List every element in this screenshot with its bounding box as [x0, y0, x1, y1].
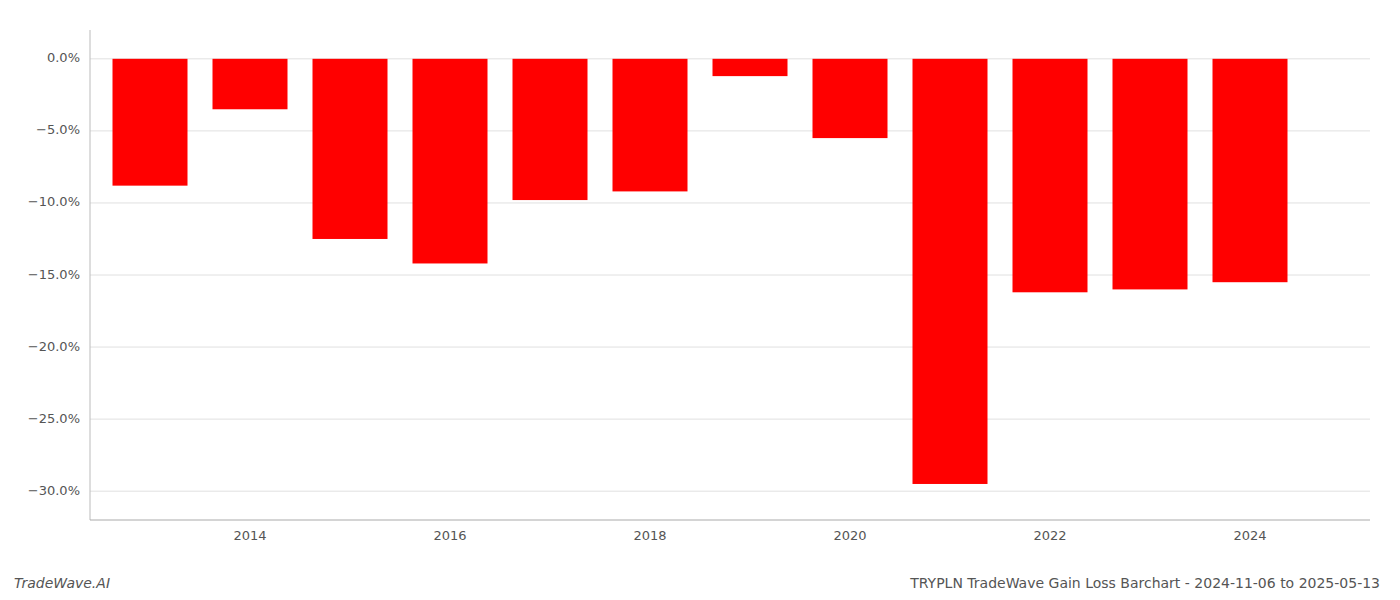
bar — [1113, 59, 1188, 290]
bar — [313, 59, 388, 239]
grid-line — [90, 491, 1370, 492]
x-axis-line — [90, 520, 1370, 521]
grid-line — [90, 347, 1370, 348]
y-tick-label: −25.0% — [28, 411, 80, 426]
grid-line — [90, 419, 1370, 420]
chart-svg: 0.0% −5.0% −10.0% −15.0% −20.0% −25.0% −30.0% 2… — [0, 0, 1400, 600]
bar — [713, 59, 788, 76]
y-tick-label: −20.0% — [28, 339, 80, 354]
y-tick-label: −10.0% — [28, 194, 80, 209]
bar — [1013, 59, 1088, 292]
bar — [913, 59, 988, 484]
x-tick-label: 2014 — [233, 528, 266, 543]
bar — [613, 59, 688, 192]
y-tick-label: −30.0% — [28, 483, 80, 498]
y-axis-line — [90, 30, 91, 520]
bar — [213, 59, 288, 109]
x-tick-label: 2018 — [633, 528, 666, 543]
x-tick-label: 2016 — [433, 528, 466, 543]
bar — [1213, 59, 1288, 282]
chart-container: 0.0% −5.0% −10.0% −15.0% −20.0% −25.0% −30.0% 2… — [0, 0, 1400, 600]
x-tick-label: 2020 — [833, 528, 866, 543]
x-tick-label: 2022 — [1033, 528, 1066, 543]
watermark: TradeWave.AI — [14, 575, 110, 591]
bar — [113, 59, 188, 186]
y-tick-label: −5.0% — [36, 122, 80, 137]
bar — [413, 59, 488, 264]
y-tick-label: 0.0% — [47, 50, 80, 65]
bar — [813, 59, 888, 138]
x-tick-label: 2024 — [1233, 528, 1266, 543]
title: TRYPLN TradeWave Gain Loss Barchart - 20… — [909, 575, 1380, 591]
y-tick-label: −15.0% — [28, 267, 80, 282]
bars — [113, 59, 1288, 484]
bar — [513, 59, 588, 200]
y-axis: 0.0% −5.0% −10.0% −15.0% −20.0% −25.0% −30.0% — [28, 30, 90, 520]
x-axis: 2014 2016 2018 2020 2022 2024 — [90, 520, 1370, 543]
grid — [90, 59, 1370, 491]
